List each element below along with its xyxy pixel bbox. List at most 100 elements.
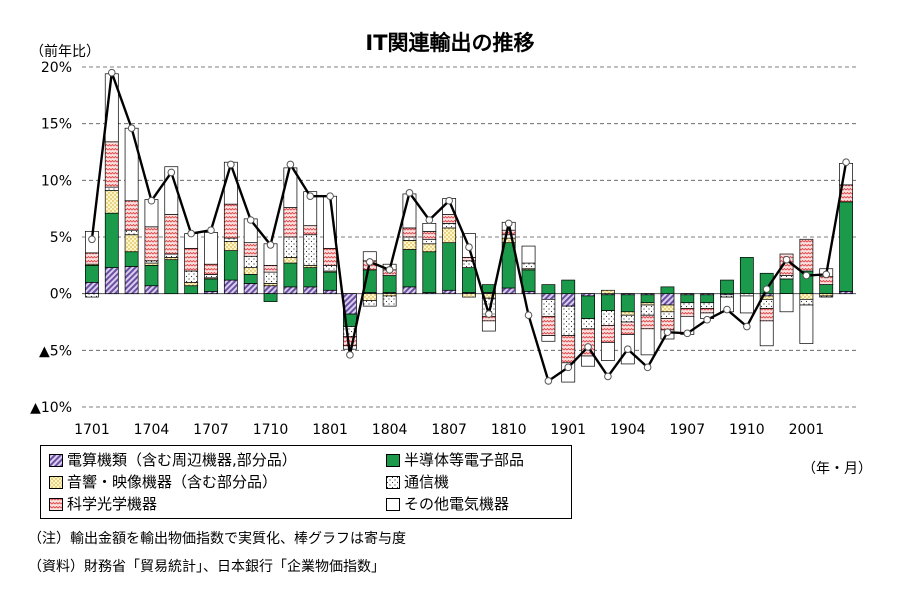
bar-segment: [541, 335, 556, 342]
bar-segment: [85, 252, 99, 265]
bar-segment: [660, 286, 675, 295]
bar-segment: [541, 284, 556, 295]
total-point: [385, 266, 394, 274]
bar-segment: [620, 314, 635, 323]
bar-segment: [442, 289, 457, 295]
bar-segment: [581, 295, 595, 319]
bar-segment: [660, 293, 675, 306]
y-tick-label: 10%: [41, 173, 72, 189]
x-tick-label: 1910: [729, 422, 765, 438]
bar-segment: [660, 318, 675, 331]
x-tick-labels: 1701 1704 1707 1710 1801 1804 1807 1810 1901 1904…: [74, 422, 824, 438]
bar-segment: [541, 298, 556, 317]
x-tick-label: 1810: [491, 422, 527, 438]
bar-segment: [422, 230, 437, 240]
legend-label-other-electrical: その他電気機器: [404, 495, 510, 513]
bar-segment: [204, 274, 218, 279]
bar-segment: [680, 294, 695, 304]
bar-segment: [164, 213, 179, 255]
bar-segment: [323, 289, 337, 295]
bar-segment: [223, 279, 238, 295]
total-point: [207, 226, 215, 234]
bar-segment: [759, 298, 774, 309]
total-point: [445, 196, 453, 205]
total-point: [365, 258, 374, 266]
y-tick-label: 20%: [41, 60, 72, 76]
bar-segment: [799, 238, 814, 272]
legend-swatch-optical: [49, 498, 63, 511]
bar-segment: [601, 325, 615, 343]
bar-segment: [501, 229, 516, 236]
total-point: [782, 255, 791, 264]
total-series-line: [90, 72, 848, 383]
bar-segment: [204, 278, 218, 292]
total-point: [465, 243, 473, 251]
bar-segment: [243, 283, 258, 295]
bar-segment: [124, 200, 139, 231]
x-tick-label: 2001: [789, 422, 825, 438]
total-point: [127, 124, 136, 132]
bar-segment: [501, 287, 516, 295]
bar-segment: [223, 237, 238, 242]
total-point: [346, 351, 354, 359]
bar-segment: [402, 236, 417, 241]
bar-segment: [442, 223, 457, 229]
bar-segment: [283, 257, 298, 264]
total-point: [604, 372, 612, 381]
bar-segment: [323, 264, 337, 272]
total-point: [147, 196, 156, 205]
bar-segment: [799, 304, 814, 344]
bar-segment: [303, 191, 318, 227]
legend-swatch-other-electrical: [386, 498, 400, 511]
total-point: [167, 168, 176, 177]
bar-segment: [759, 320, 774, 347]
bar-segment: [462, 267, 476, 293]
bar-segment: [680, 302, 695, 309]
total-line: [88, 68, 850, 385]
legend-label-telecom: 通信機: [404, 473, 450, 491]
total-point: [564, 363, 573, 372]
bar-segment: [243, 242, 258, 257]
legend-swatch-computers: [49, 454, 63, 467]
legend-swatch-audio-video: [49, 476, 63, 489]
total-point: [326, 192, 334, 200]
bar-segment: [402, 240, 417, 250]
bar-segment: [481, 320, 496, 332]
x-tick-label: 1907: [669, 422, 705, 438]
bar-segment: [223, 250, 238, 281]
x-tick-label: 1704: [134, 422, 170, 438]
bar-segment: [422, 238, 437, 245]
bar-segment: [680, 308, 695, 317]
total-point: [703, 315, 711, 324]
bar-segment: [442, 242, 457, 291]
legend-label-computers: 電算機類（含む周辺機器,部分品）: [67, 451, 297, 469]
total-point: [723, 305, 731, 314]
bar-segment: [779, 293, 794, 313]
bar-segment: [164, 259, 179, 295]
bar-segment: [561, 293, 576, 307]
bar-segment: [303, 225, 318, 236]
y-tick-label: 5%: [50, 230, 72, 246]
x-tick-label: 1801: [312, 422, 348, 438]
x-tick-label: 1707: [193, 422, 229, 438]
total-point: [425, 216, 434, 224]
legend-label-semiconductors: 半導体等電子部品: [404, 451, 525, 469]
bar-segment: [104, 212, 119, 268]
bar-segment: [521, 245, 536, 264]
bar-segment: [144, 264, 159, 287]
total-point: [584, 343, 592, 351]
bar-segment: [223, 241, 238, 251]
bar-segment: [124, 251, 139, 267]
bar-segment: [521, 269, 536, 292]
y-axis-label: （前年比）: [30, 43, 100, 60]
total-point: [227, 160, 235, 169]
total-point: [266, 241, 275, 249]
bar-segment: [759, 308, 774, 322]
bar-segment: [85, 264, 99, 283]
x-tick-label: 1807: [431, 422, 467, 438]
bar-segment: [501, 234, 516, 239]
bar-segment: [640, 304, 655, 316]
bar-segment: [184, 270, 199, 283]
bar-segment: [323, 247, 337, 266]
bar-segment: [640, 294, 655, 304]
